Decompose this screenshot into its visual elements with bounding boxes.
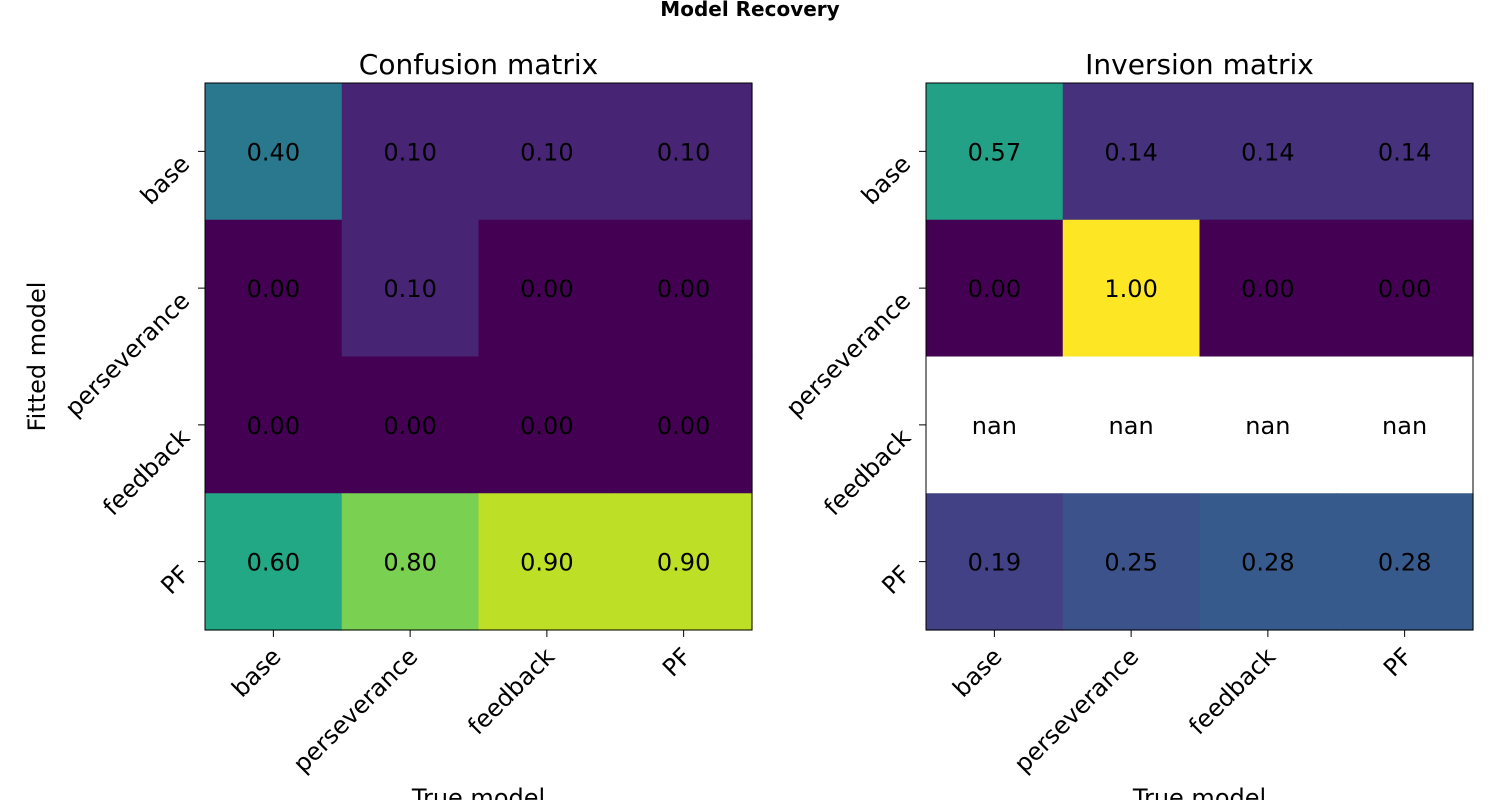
confusion-cell-r1-c1 (341, 219, 480, 358)
confusion-cell-r3-c3 (615, 493, 753, 631)
inversion-cell-r0-c2 (1199, 83, 1337, 221)
confusion-ytick-label-feedback: feedback (97, 423, 195, 521)
confusion-ylabel: Fitted model (23, 282, 51, 432)
confusion-ytick-label-base: base (135, 150, 195, 210)
confusion-value-label-r3-c2: 0.90 (520, 549, 573, 577)
confusion-cell-r0-c1 (341, 83, 480, 221)
confusion-value-label-r1-c3: 0.00 (657, 275, 710, 303)
confusion-value-label-r0-c3: 0.10 (657, 138, 710, 166)
confusion-value-label-r3-c3: 0.90 (657, 549, 710, 577)
inversion-axes-frame (925, 82, 1474, 631)
confusion-value-label-r2-c0: 0.00 (247, 412, 300, 440)
inversion-value-label-r1-c0: 0.00 (968, 275, 1021, 303)
confusion-title: Confusion matrix (359, 48, 598, 81)
inversion-cell-r2-c3 (1336, 356, 1474, 494)
inversion-cell-r3-c0 (926, 493, 1064, 631)
inversion-value-label-r1-c2: 0.00 (1241, 275, 1294, 303)
confusion-xtick-label-perseverance: perseverance (288, 642, 424, 778)
confusion-value-label-r0-c2: 0.10 (520, 138, 573, 166)
inversion-value-label-r2-c2: nan (1245, 412, 1290, 440)
confusion-value-label-r3-c0: 0.60 (247, 549, 300, 577)
confusion-cell-r3-c1 (341, 493, 480, 631)
confusion-xtick-label-feedback: feedback (462, 642, 560, 740)
inversion-cell-r0-c1 (1062, 83, 1201, 221)
inversion-title: Inversion matrix (1085, 48, 1314, 81)
inversion-value-label-r0-c3: 0.14 (1378, 138, 1431, 166)
inversion-cell-r2-c2 (1199, 356, 1337, 494)
confusion-cell-r1-c3 (615, 219, 753, 358)
inversion-ytick-label-feedback: feedback (818, 423, 916, 521)
inversion-matrix-panel: 0.57 0.14 0.14 0.14 0.00 1.00 0.00 0.00 nan nan na… (781, 48, 1474, 800)
inversion-value-label-r3-c0: 0.19 (968, 549, 1021, 577)
inversion-xtick-label-base: base (947, 642, 1007, 702)
inversion-cell-r1-c3 (1336, 219, 1474, 358)
confusion-xtick-label-base: base (226, 642, 286, 702)
inversion-cell-r3-c2 (1199, 493, 1337, 631)
inversion-cell-r1-c2 (1199, 219, 1337, 358)
inversion-xlabel: True model (1132, 784, 1266, 800)
inversion-value-label-r2-c1: nan (1109, 412, 1154, 440)
confusion-cell-r1-c0 (205, 219, 343, 358)
inversion-cell-r0-c3 (1336, 83, 1474, 221)
inversion-xtick-label-pf: PF (1378, 642, 1418, 682)
figure-suptitle: Model Recovery (660, 0, 839, 21)
inversion-value-label-r2-c0: nan (972, 412, 1017, 440)
confusion-cell-r0-c2 (478, 83, 616, 221)
confusion-value-label-r1-c1: 0.10 (383, 275, 436, 303)
confusion-value-label-r2-c2: 0.00 (520, 412, 573, 440)
confusion-cell-r2-c3 (615, 356, 753, 494)
inversion-value-label-r3-c2: 0.28 (1241, 549, 1294, 577)
confusion-cell-r2-c1 (341, 356, 480, 494)
confusion-cell-r3-c0 (205, 493, 343, 631)
confusion-cell-r2-c2 (478, 356, 616, 494)
inversion-value-label-r3-c3: 0.28 (1378, 549, 1431, 577)
confusion-ytick-label-perseverance: perseverance (60, 287, 196, 423)
inversion-value-label-r2-c3: nan (1382, 412, 1427, 440)
confusion-cell-r2-c0 (205, 356, 343, 494)
inversion-xtick-label-feedback: feedback (1183, 642, 1281, 740)
inversion-cell-r2-c1 (1062, 356, 1201, 494)
confusion-value-label-r2-c1: 0.00 (383, 412, 436, 440)
confusion-cell-r3-c2 (478, 493, 616, 631)
inversion-value-label-r0-c2: 0.14 (1241, 138, 1294, 166)
confusion-value-label-r2-c3: 0.00 (657, 412, 710, 440)
inversion-cell-r2-c0 (926, 356, 1064, 494)
inversion-value-label-r1-c3: 0.00 (1378, 275, 1431, 303)
inversion-value-label-r3-c1: 0.25 (1104, 549, 1157, 577)
inversion-cell-r1-c1 (1062, 219, 1201, 358)
inversion-ytick-label-perseverance: perseverance (781, 287, 917, 423)
inversion-value-label-r0-c1: 0.14 (1104, 138, 1157, 166)
inversion-xtick-label-perseverance: perseverance (1009, 642, 1145, 778)
inversion-cell-r1-c0 (926, 219, 1064, 358)
inversion-value-label-r1-c1: 1.00 (1104, 275, 1157, 303)
inversion-value-label-r0-c0: 0.57 (968, 138, 1021, 166)
inversion-cell-r3-c3 (1336, 493, 1474, 631)
confusion-cell-r1-c2 (478, 219, 616, 358)
inversion-cell-r0-c0 (926, 83, 1064, 221)
confusion-ytick-label-pf: PF (155, 560, 195, 600)
confusion-value-label-r1-c0: 0.00 (247, 275, 300, 303)
confusion-value-label-r0-c0: 0.40 (247, 138, 300, 166)
confusion-cell-r0-c0 (205, 83, 343, 221)
inversion-ytick-label-pf: PF (876, 560, 916, 600)
confusion-xtick-label-pf: PF (657, 642, 697, 682)
inversion-ytick-label-base: base (856, 150, 916, 210)
confusion-axes-frame (204, 82, 753, 631)
confusion-value-label-r3-c1: 0.80 (383, 549, 436, 577)
inversion-cell-r3-c1 (1062, 493, 1201, 631)
confusion-cell-r0-c3 (615, 83, 753, 221)
confusion-value-label-r1-c2: 0.00 (520, 275, 573, 303)
confusion-value-label-r0-c1: 0.10 (383, 138, 436, 166)
confusion-xlabel: True model (411, 784, 545, 800)
confusion-matrix-panel: 0.40 0.10 0.10 0.10 0.00 0.10 0.00 0.00 0.00 0.00… (23, 48, 753, 800)
